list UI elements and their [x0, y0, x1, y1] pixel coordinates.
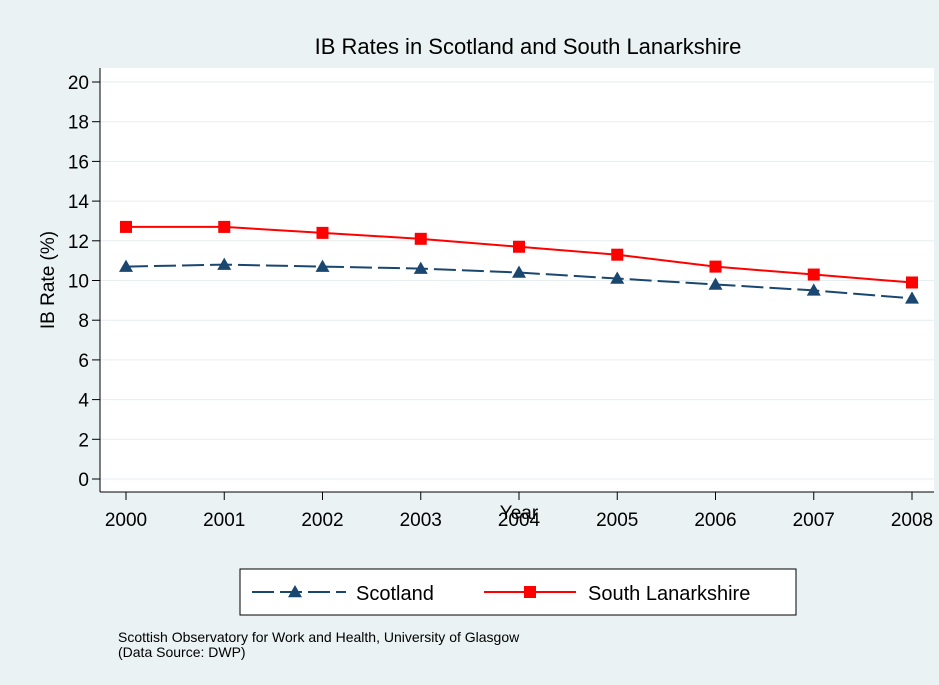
- y-tick-label: 6: [78, 351, 89, 372]
- data-point: [414, 232, 427, 245]
- data-point: [906, 276, 918, 289]
- x-tick-label: 2000: [105, 510, 147, 531]
- data-point: [512, 265, 526, 278]
- y-axis-title: IB Rate (%): [38, 231, 59, 329]
- data-point: [217, 257, 232, 270]
- footnote-line-2: (Data Source: DWP): [118, 644, 246, 660]
- x-axis-title: Year: [500, 503, 539, 524]
- axes: 0 2 4 6 8 10 12 14 16 18 20 2000 2001 2002 2003 2004 200…: [68, 68, 934, 531]
- chart-title: IB Rates in Scotland and South Lanarkshi…: [315, 34, 742, 59]
- legend-label-south-lanarkshire: South Lanarkshire: [588, 583, 750, 605]
- footnote-line-1: Scottish Observatory for Work and Health…: [118, 629, 520, 645]
- data-point: [119, 259, 133, 272]
- data-point: [611, 248, 624, 261]
- data-point: [610, 271, 625, 284]
- y-tick-label: 8: [78, 311, 89, 332]
- y-tick-label: 4: [78, 391, 89, 412]
- x-tick-label: 2005: [596, 510, 638, 531]
- x-tick-label: 2003: [400, 510, 442, 531]
- x-tick-label: 2001: [203, 510, 245, 531]
- data-point: [807, 268, 820, 281]
- y-tick-label: 10: [68, 272, 89, 293]
- x-tick-label: 2007: [793, 510, 835, 531]
- data-point: [316, 226, 329, 239]
- data-point: [905, 291, 919, 304]
- y-tick-label: 14: [68, 192, 90, 213]
- x-tick-label: 2008: [891, 510, 933, 531]
- data-point: [709, 260, 722, 273]
- y-tick-label: 16: [68, 152, 89, 173]
- data-point: [513, 240, 525, 253]
- x-tick-label: 2002: [301, 510, 343, 531]
- series-scotland: [119, 257, 919, 304]
- data-point: [413, 261, 428, 274]
- y-tick-label: 12: [68, 232, 89, 253]
- legend: Scotland South Lanarkshire: [239, 568, 797, 616]
- legend-key-scotland-marker: [288, 585, 302, 598]
- data-point: [218, 220, 231, 233]
- series-south-lanarkshire: [120, 220, 918, 289]
- data-point: [120, 220, 132, 233]
- x-tick-label: 2006: [694, 510, 736, 531]
- data-point: [708, 277, 723, 290]
- y-tick-label: 0: [78, 470, 89, 491]
- gridlines: [100, 81, 934, 480]
- legend-label-scotland: Scotland: [356, 583, 434, 605]
- legend-key-south-lanarkshire-marker: [524, 586, 536, 598]
- series-layer: [119, 220, 919, 304]
- data-point: [315, 259, 330, 272]
- y-tick-label: 18: [68, 113, 89, 134]
- y-tick-label: 20: [68, 73, 89, 94]
- x-tick-label: 2004: [498, 510, 541, 531]
- y-tick-label: 2: [78, 430, 89, 451]
- data-point: [806, 283, 821, 296]
